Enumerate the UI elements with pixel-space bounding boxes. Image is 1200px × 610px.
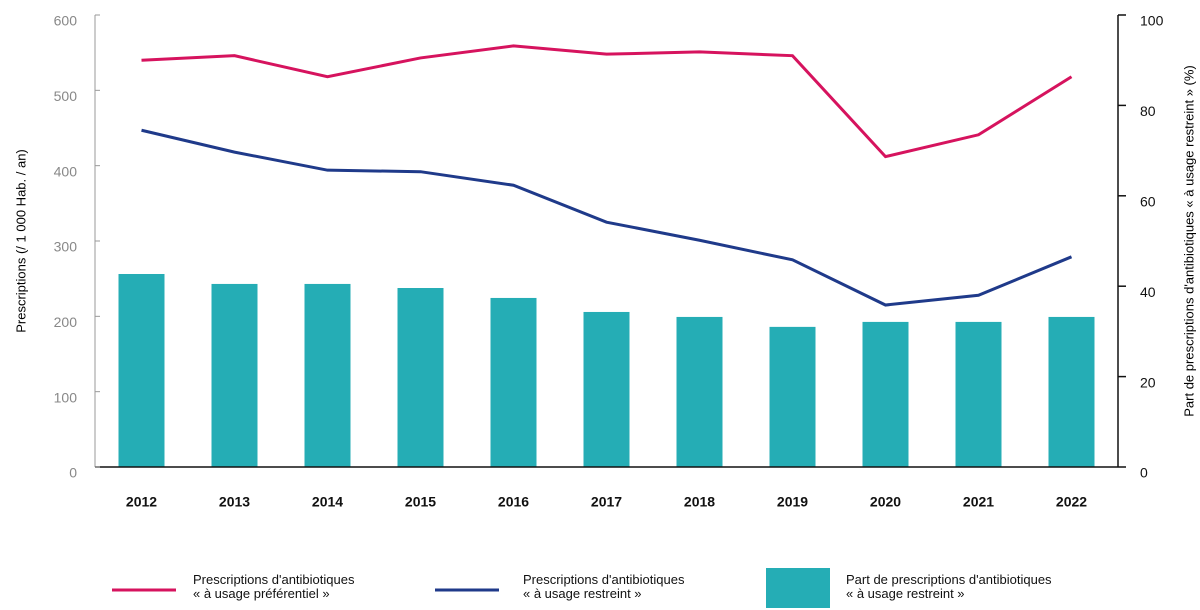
legend-swatch (766, 568, 830, 608)
y-tick-label: 400 (54, 163, 78, 179)
x-tick-label: 2015 (405, 494, 436, 510)
bar (862, 321, 909, 467)
y-tick-label: 500 (54, 88, 78, 104)
bar (769, 326, 816, 467)
y-tick-label: 600 (54, 13, 78, 29)
y-tick-label: 200 (54, 314, 78, 330)
bar (676, 316, 723, 467)
legend-label: Part de prescriptions d'antibiotiques « … (846, 572, 1052, 601)
x-tick-label: 2022 (1056, 494, 1087, 510)
y2-tick-label: 80 (1140, 103, 1156, 119)
bar (1048, 316, 1095, 467)
x-tick-label: 2020 (870, 494, 901, 510)
line (141, 44, 1073, 159)
y2-tick-label: 40 (1140, 284, 1156, 300)
x-tick-label: 2012 (126, 494, 157, 510)
y2-tick-label: 100 (1140, 13, 1164, 29)
x-tick-label: 2014 (312, 494, 343, 510)
bar (955, 321, 1002, 467)
bar (304, 283, 351, 467)
legend-label: Prescriptions d'antibiotiques « à usage … (523, 572, 685, 601)
y2-tick-label: 20 (1140, 374, 1156, 390)
y-tick-label: 100 (54, 389, 78, 405)
bar (211, 283, 258, 467)
y-axis-label: Prescriptions (/ 1 000 Hab. / an) (13, 149, 28, 333)
x-tick-label: 2017 (591, 494, 622, 510)
bar (583, 311, 630, 467)
line (141, 128, 1073, 307)
y-tick-label: 0 (69, 465, 77, 481)
x-tick-label: 2019 (777, 494, 808, 510)
y2-axis-label: Part de prescriptions d'antibiotiques « … (1181, 65, 1196, 417)
bar (490, 297, 537, 467)
legend-label: Prescriptions d'antibiotiques « à usage … (193, 572, 355, 601)
x-tick-label: 2013 (219, 494, 250, 510)
x-tick-label: 2021 (963, 494, 994, 510)
y2-tick-label: 60 (1140, 194, 1156, 210)
x-tick-label: 2018 (684, 494, 715, 510)
y2-tick-label: 0 (1140, 465, 1148, 481)
bar (397, 288, 444, 467)
x-tick-label: 2016 (498, 494, 529, 510)
y-tick-label: 300 (54, 239, 78, 255)
bar (118, 273, 165, 467)
